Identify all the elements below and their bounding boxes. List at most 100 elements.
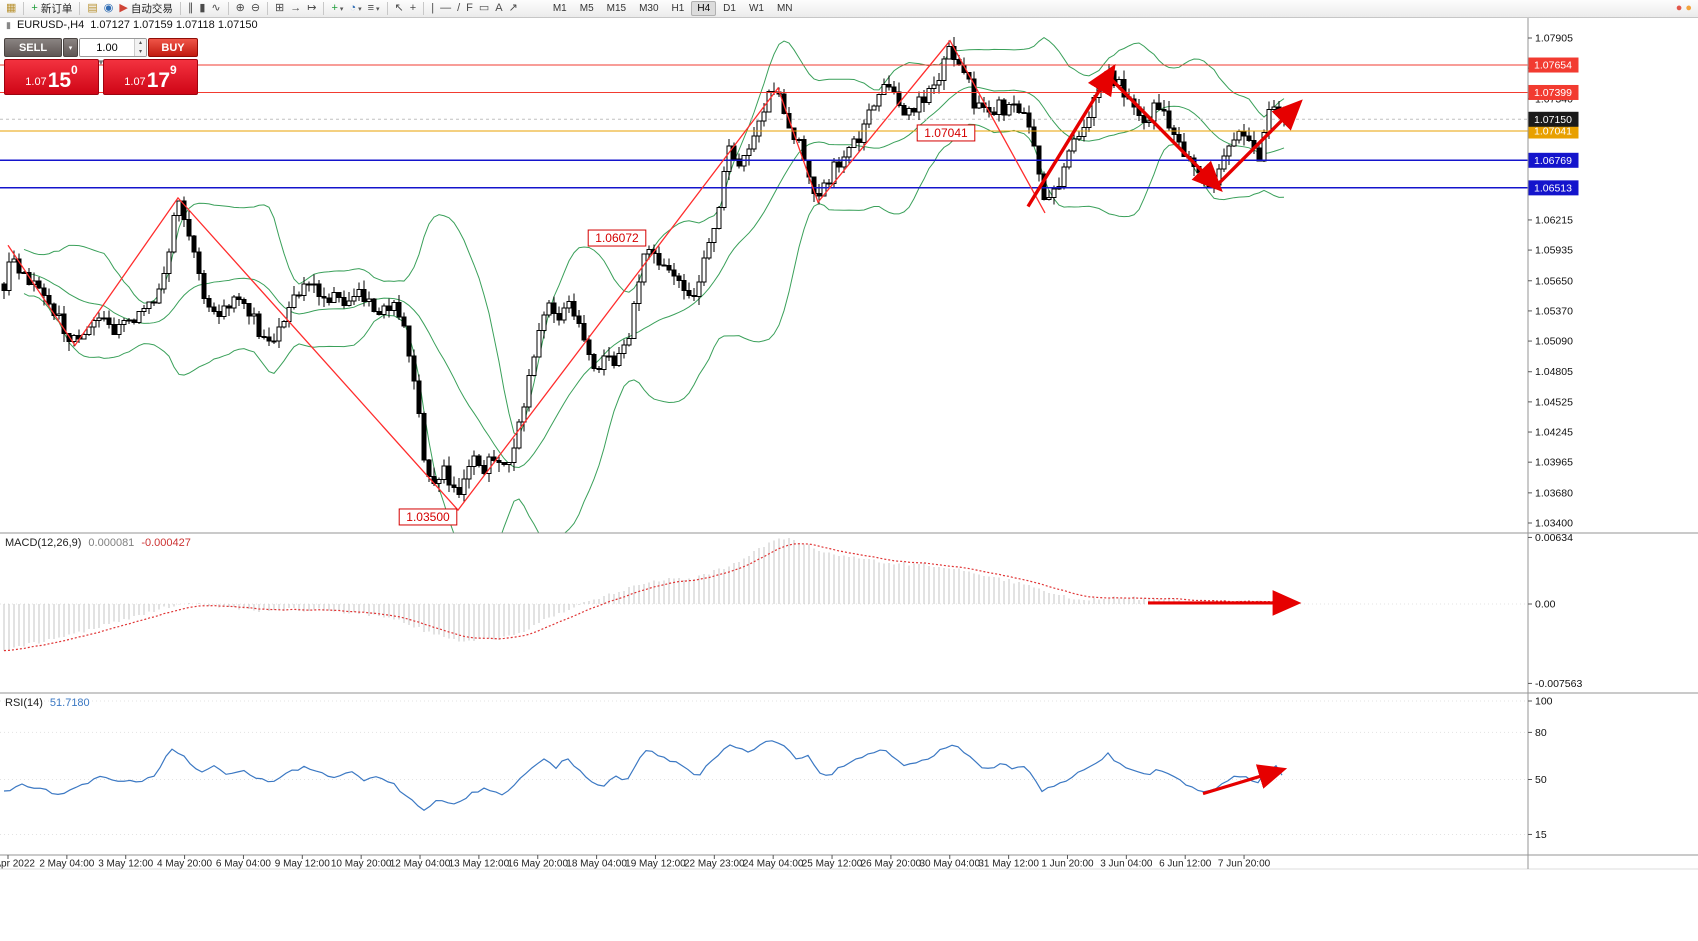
timeframe-m30[interactable]: M30: [639, 3, 659, 14]
arrows-icon[interactable]: ↗: [506, 1, 521, 16]
shapes-icon[interactable]: ▭: [476, 1, 492, 16]
new-chart-icon[interactable]: ▦: [3, 1, 19, 16]
sell-button[interactable]: SELL: [4, 38, 62, 57]
svg-text:6 May 04:00: 6 May 04:00: [216, 859, 271, 870]
toolbar-separator: [79, 2, 81, 15]
rsi-value: 51.7180: [49, 697, 90, 709]
ask-price-button[interactable]: 1.07 17 9: [103, 59, 198, 95]
alerts-icon-glyph: ◉: [103, 2, 114, 14]
community-badge-icon[interactable]: ●: [1685, 2, 1692, 14]
fibonacci-icon[interactable]: F: [463, 1, 476, 16]
svg-text:28 Apr 2022: 28 Apr 2022: [0, 859, 35, 870]
templates-icon-glyph: ≡: [367, 2, 375, 14]
svg-text:1.07399: 1.07399: [1534, 87, 1572, 99]
main-toolbar: ▦ + 新订单 ▤ ◉ ▶ 自动交易 ∥ ▮ ∿ ⊕ ⊖ ⊞ → ↦ + ▾ ◔ ▾ ≡ ▾ ↖ + | — / F ▭ A ↗ M1 M5…: [0, 0, 1698, 18]
zoom-in-icon[interactable]: ⊕: [233, 1, 248, 16]
horizontal-line-icon[interactable]: —: [437, 1, 454, 16]
alerts-icon[interactable]: ◉: [101, 1, 117, 16]
panel-separators: [0, 18, 1698, 870]
crosshair-icon-glyph: +: [409, 2, 417, 14]
timeframe-h1[interactable]: H1: [671, 3, 685, 14]
timeframe-mn[interactable]: MN: [776, 3, 793, 14]
profiles-icon[interactable]: ▤: [84, 1, 100, 16]
toolbar-separator: [386, 2, 388, 15]
vertical-line-icon[interactable]: |: [428, 1, 437, 16]
trend-arrow-2[interactable]: [1102, 70, 1223, 192]
volume-increment-button[interactable]: ▴: [138, 40, 142, 46]
svg-text:-0.007563: -0.007563: [1535, 678, 1582, 690]
volume-input[interactable]: [80, 39, 134, 56]
macd-panel: [0, 538, 1528, 652]
volume-box: ▴ ▾: [79, 38, 147, 57]
bar-chart-icon-glyph: ∥: [187, 2, 194, 14]
tick-direction-icon: ▼: [97, 58, 105, 67]
svg-text:3 May 12:00: 3 May 12:00: [98, 859, 153, 870]
bar-chart-icon[interactable]: ∥: [185, 1, 197, 16]
new-order-button-glyph: +: [31, 2, 38, 14]
cursor-icon[interactable]: ↖: [392, 1, 407, 16]
symbol-ohlc: 1.07127 1.07159 1.07118 1.07150: [90, 19, 258, 31]
macd-indicator-label: MACD(12,26,9) 0.000081 -0.000427: [5, 537, 191, 549]
symbol-icon: ▮: [6, 19, 11, 30]
trend-arrow-1[interactable]: [1026, 63, 1116, 208]
svg-text:1.05935: 1.05935: [1535, 245, 1573, 257]
svg-text:1.07150: 1.07150: [1534, 114, 1572, 126]
rsi-name: RSI(14): [5, 697, 43, 709]
chart-shift-icon[interactable]: ↦: [304, 1, 319, 16]
svg-text:1.07041: 1.07041: [924, 126, 968, 140]
svg-text:12 May 04:00: 12 May 04:00: [390, 859, 451, 870]
auto-scroll-icon[interactable]: →: [287, 1, 304, 16]
autotrade-button[interactable]: ▶ 自动交易: [116, 1, 175, 16]
zoom-out-icon[interactable]: ⊖: [248, 1, 263, 16]
trendline-icon[interactable]: /: [454, 1, 463, 16]
line-chart-icon[interactable]: ∿: [208, 1, 223, 16]
svg-text:10 May 20:00: 10 May 20:00: [331, 859, 392, 870]
axis-price-label: 1.06769: [1528, 152, 1579, 168]
timeframe-d1[interactable]: D1: [723, 3, 736, 14]
macd-main-value: 0.000081: [88, 537, 135, 549]
svg-text:18 May 04:00: 18 May 04:00: [566, 859, 627, 870]
timeframes-icon[interactable]: ◔ ▾: [346, 1, 364, 16]
news-badge-icon[interactable]: ●: [1675, 2, 1683, 14]
timeframes-icon-glyph: ◔: [349, 2, 357, 14]
sell-options-caret[interactable]: ▾: [63, 38, 78, 57]
axis-price-label: 1.06513: [1528, 180, 1579, 196]
bid-main: 15: [47, 69, 72, 92]
vertical-line-icon-glyph: |: [431, 2, 435, 14]
timeframe-m1[interactable]: M1: [552, 3, 567, 14]
indicators-icon[interactable]: + ▾: [328, 1, 346, 16]
bid-price-button[interactable]: 1.07 15 0: [4, 59, 99, 95]
buy-button[interactable]: BUY: [148, 38, 198, 57]
crosshair-icon[interactable]: +: [407, 1, 419, 16]
svg-text:7 Jun 20:00: 7 Jun 20:00: [1218, 859, 1271, 870]
timeframe-w1[interactable]: W1: [748, 3, 764, 14]
candlestick-chart-icon[interactable]: ▮: [196, 1, 208, 16]
volume-decrement-button[interactable]: ▾: [138, 48, 142, 55]
timeframe-m15[interactable]: M15: [606, 3, 627, 14]
volume-spinner: ▴ ▾: [134, 39, 146, 56]
macd-signal-value: -0.000427: [141, 537, 191, 549]
svg-text:1.07041: 1.07041: [1534, 126, 1572, 138]
templates-icon[interactable]: ≡ ▾: [365, 1, 383, 16]
svg-text:1.03400: 1.03400: [1535, 517, 1573, 529]
svg-text:25 May 12:00: 25 May 12:00: [802, 859, 863, 870]
price-annotation[interactable]: 1.06072: [587, 229, 647, 247]
timeframe-m5[interactable]: M5: [579, 3, 594, 14]
text-icon[interactable]: A: [492, 1, 505, 16]
price-annotation[interactable]: 1.03500: [398, 508, 458, 526]
svg-text:1.06215: 1.06215: [1535, 214, 1573, 226]
new-order-button[interactable]: + 新订单: [28, 1, 75, 16]
rsi-arrow[interactable]: [1202, 764, 1288, 796]
new-chart-icon-glyph: ▦: [6, 2, 17, 14]
toolbar-separator: [227, 2, 229, 15]
axis-price-label: 1.07399: [1528, 84, 1579, 100]
timeframe-h4[interactable]: H4: [691, 1, 717, 16]
svg-text:1.04805: 1.04805: [1535, 366, 1573, 378]
tile-windows-icon[interactable]: ⊞: [272, 1, 287, 16]
svg-text:4 May 20:00: 4 May 20:00: [157, 859, 212, 870]
price-annotation[interactable]: 1.07041: [916, 124, 976, 142]
zigzag-line[interactable]: [7, 39, 1046, 512]
svg-text:22 May 23:00: 22 May 23:00: [684, 859, 745, 870]
trend-arrow-3[interactable]: [1212, 99, 1303, 190]
